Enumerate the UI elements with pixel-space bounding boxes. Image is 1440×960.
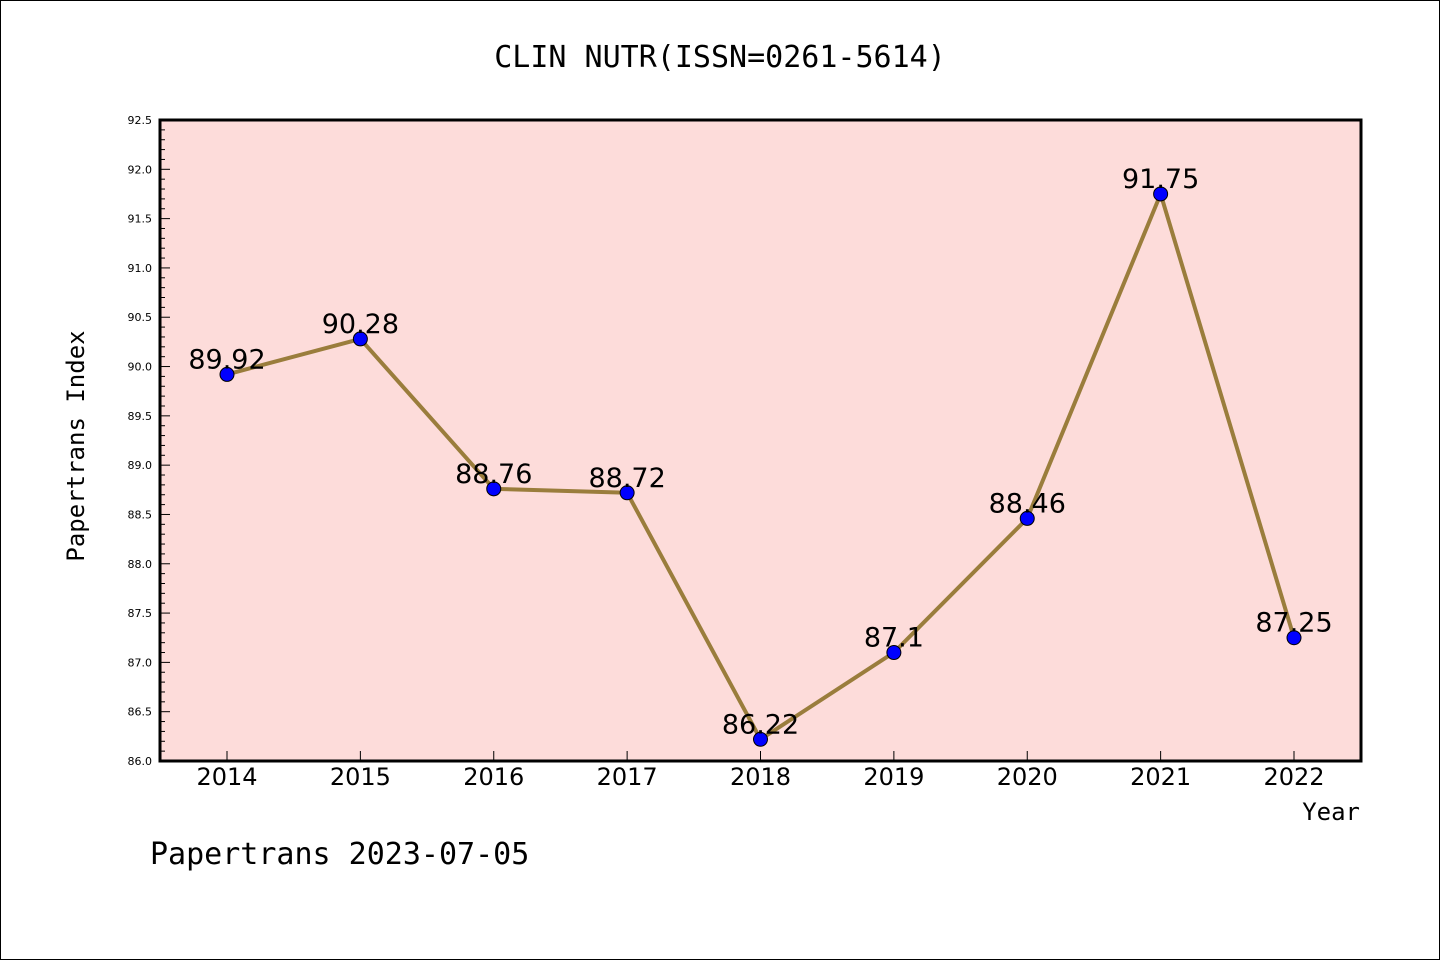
x-tick-label: 2014 [196, 763, 257, 791]
y-tick-label: 92.0 [128, 163, 153, 176]
y-tick-label: 91.5 [128, 213, 153, 226]
data-point [219, 366, 235, 382]
y-axis: 86.0 86.5 87.0 87.5 88.0 88.5 89.0 89.5 90.0 90.5… [128, 114, 170, 768]
data-point [1286, 630, 1302, 646]
data-point [486, 481, 502, 497]
x-tick-label: 2016 [463, 763, 524, 791]
data-point [753, 731, 768, 747]
x-axis-label: Year [1302, 798, 1360, 826]
plot-area [160, 120, 1361, 761]
data-label: 87.1 [864, 623, 924, 654]
chart-title: CLIN NUTR(ISSN=0261-5614) [494, 40, 946, 75]
x-tick-label: 2021 [1130, 763, 1191, 791]
data-label: 87.25 [1255, 608, 1332, 639]
data-point [619, 485, 635, 501]
y-tick-label: 90.0 [128, 361, 153, 374]
y-tick-label: 91.0 [128, 262, 153, 275]
y-tick-label: 87.5 [128, 607, 153, 620]
watermark-text: Papertrans 2023-07-05 [150, 837, 529, 872]
y-tick-label: 88.5 [128, 508, 153, 521]
data-label: 88.72 [588, 463, 665, 494]
plot-border [158, 118, 1363, 763]
data-point [886, 645, 902, 661]
data-label: 86.22 [722, 709, 799, 740]
data-label: 88.76 [455, 459, 532, 490]
data-point [1019, 510, 1035, 526]
data-label: 91.75 [1122, 164, 1199, 195]
y-tick-label: 86.0 [128, 755, 153, 768]
x-tick-label: 2018 [730, 763, 791, 791]
series-markers [219, 186, 1302, 747]
y-tick-label: 89.5 [128, 410, 153, 423]
y-tick-label: 90.5 [128, 311, 153, 324]
data-label: 90.28 [322, 309, 399, 340]
data-label: 89.92 [188, 344, 265, 375]
x-tick-label: 2017 [597, 763, 658, 791]
y-axis-label: Papertrans Index [62, 330, 90, 561]
y-tick-label: 87.0 [128, 656, 153, 669]
y-tick-label: 88.0 [128, 558, 153, 571]
data-labels: 89.92 90.28 88.76 88.72 86.22 87.1 88.46 91.75 8… [188, 164, 1332, 740]
x-tick-label: 2022 [1263, 763, 1324, 791]
x-axis: 2014 2015 2016 2017 2018 2019 2020 2021 2022 [196, 751, 1325, 791]
data-label: 88.46 [989, 488, 1066, 519]
x-tick-label: 2019 [863, 763, 924, 791]
y-tick-label: 89.0 [128, 459, 153, 472]
data-point [352, 331, 368, 347]
x-tick-label: 2015 [330, 763, 391, 791]
data-point [1153, 186, 1169, 202]
y-tick-label: 92.5 [128, 114, 153, 127]
x-tick-label: 2020 [997, 763, 1058, 791]
y-tick-label: 86.5 [128, 706, 153, 719]
